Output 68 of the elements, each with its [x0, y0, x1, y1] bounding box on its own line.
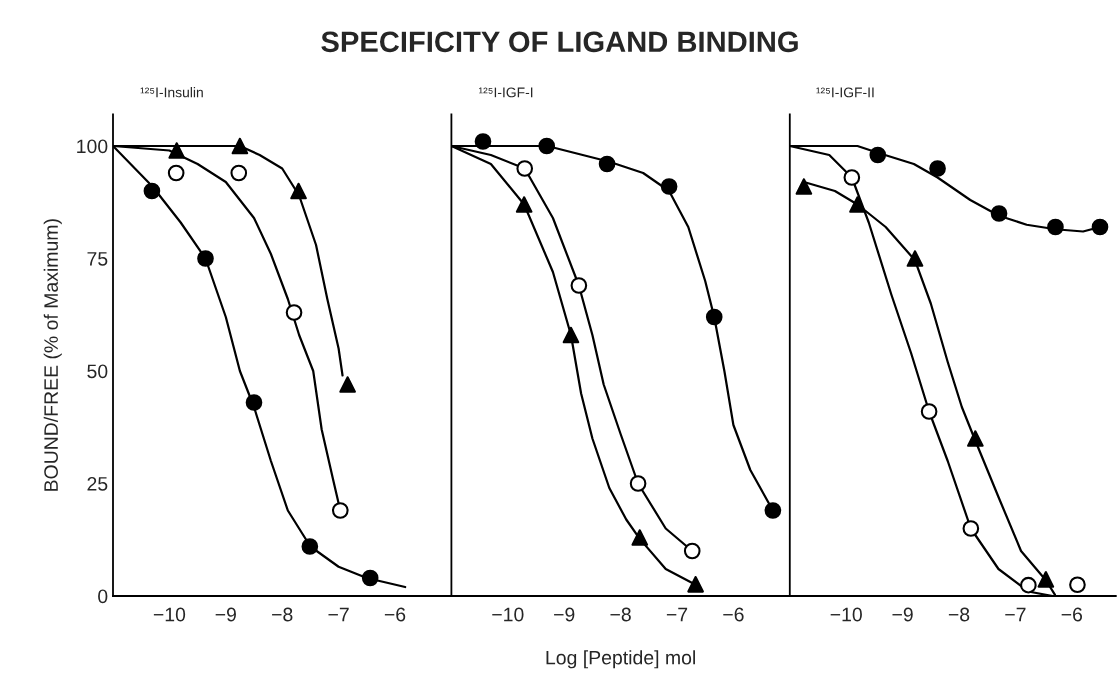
point [301, 538, 319, 555]
point [361, 569, 379, 587]
point [515, 196, 533, 213]
point [167, 164, 185, 182]
point [929, 160, 946, 177]
point [1020, 576, 1037, 594]
point [1069, 576, 1086, 594]
point [598, 155, 616, 173]
y-tick-label: 50 [87, 364, 108, 379]
point [920, 403, 938, 420]
point [660, 178, 678, 195]
x-tick-label: −10 [153, 607, 186, 622]
x-tick-label: −9 [892, 607, 913, 622]
x-tick-label: −10 [492, 607, 524, 622]
point [168, 142, 186, 159]
x-tick-label: −8 [272, 607, 293, 622]
point [245, 394, 263, 411]
point [538, 137, 556, 155]
x-tick-label: −7 [1005, 607, 1026, 622]
point [197, 250, 214, 267]
point [629, 475, 647, 492]
y-tick-label: 25 [87, 476, 108, 491]
point [290, 182, 307, 200]
point [474, 133, 492, 150]
point [843, 169, 861, 186]
point [562, 326, 580, 344]
x-tick-label: −7 [328, 607, 349, 622]
point [687, 575, 704, 593]
point [285, 304, 303, 321]
y-axis-title: BOUND/FREE (% of Maximum) [43, 219, 62, 491]
point [143, 182, 161, 200]
point [764, 502, 782, 519]
x-tick-label: −9 [215, 607, 236, 622]
point [1091, 218, 1109, 236]
point [570, 277, 588, 294]
point [516, 160, 534, 177]
y-tick-label: 75 [87, 252, 108, 266]
text: ¹²⁵I-IGF-I [479, 87, 533, 98]
point [1047, 218, 1064, 236]
point [231, 137, 249, 155]
point [631, 529, 649, 546]
text: SPECIFICITY OF LIGAND BINDING [321, 31, 798, 53]
point [795, 178, 813, 195]
x-tick-label: −6 [384, 607, 406, 622]
text: ¹²⁵I-IGF-II [816, 87, 874, 98]
text: ¹²⁵I-Insulin [140, 87, 203, 98]
point [906, 250, 924, 267]
x-tick-label: −8 [610, 607, 631, 622]
x-tick-label: −6 [723, 607, 744, 622]
x-tick-label: −6 [1061, 607, 1083, 622]
point [990, 205, 1008, 222]
point [339, 376, 356, 393]
point [683, 542, 701, 560]
x-axis-title: Log [Peptide] mol [546, 650, 695, 669]
point [849, 196, 866, 213]
y-tick-label: 100 [77, 139, 108, 154]
y-tick-label: 0 [98, 589, 108, 604]
x-tick-label: −9 [554, 607, 575, 622]
point [869, 146, 887, 164]
x-tick-label: −10 [830, 607, 862, 622]
point [962, 520, 980, 537]
point [705, 308, 723, 326]
point [331, 502, 349, 519]
point [1037, 571, 1055, 588]
point [230, 164, 248, 182]
x-tick-label: −7 [666, 607, 688, 622]
x-tick-label: −8 [948, 607, 970, 622]
point [967, 430, 984, 447]
